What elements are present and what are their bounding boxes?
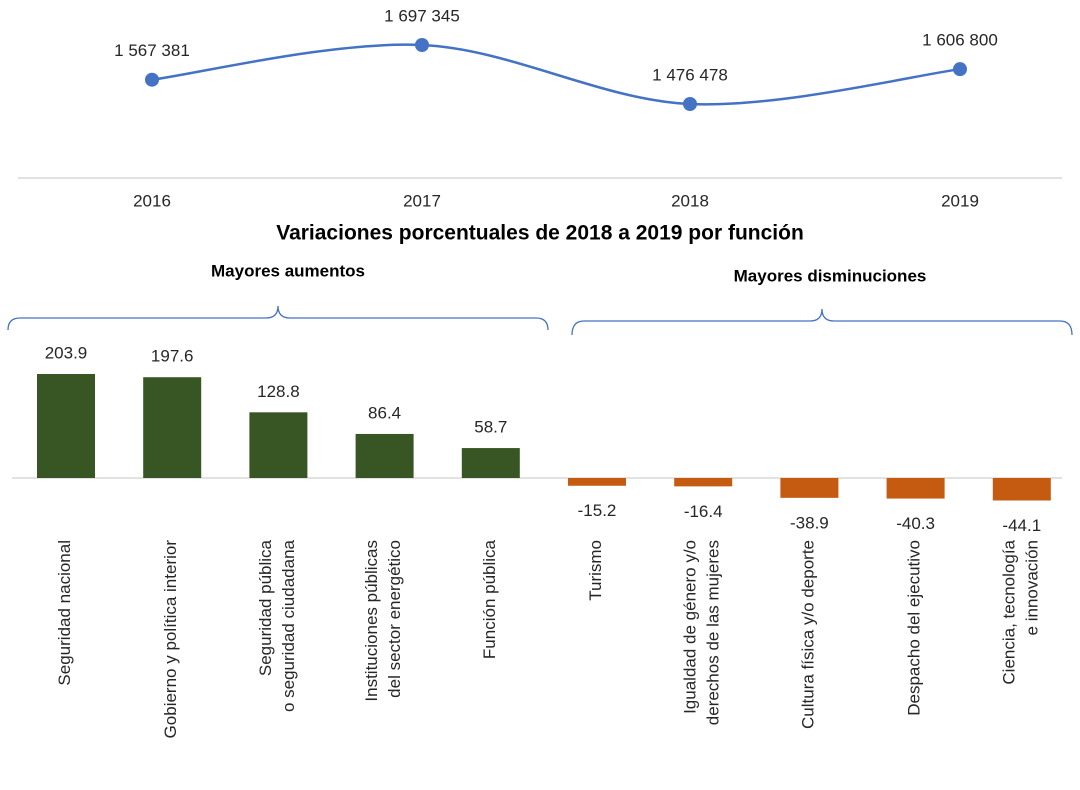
value-label: 58.7 xyxy=(474,418,507,437)
x-tick-label: Seguridad nacional xyxy=(55,540,74,686)
bar xyxy=(674,478,733,487)
value-label: 203.9 xyxy=(45,343,88,362)
brace xyxy=(7,305,549,331)
bar xyxy=(249,412,308,478)
group-label: Mayores disminuciones xyxy=(734,266,927,285)
point xyxy=(953,62,967,77)
x-tick-label: Función pública xyxy=(480,539,499,659)
bar xyxy=(992,478,1051,501)
value-label: 1 697 345 xyxy=(384,6,460,25)
bar xyxy=(355,433,414,478)
x-tick-label: Cultura física y/o deporte xyxy=(799,540,818,729)
value-label: -44.1 xyxy=(1002,516,1041,535)
bar xyxy=(780,478,839,498)
x-tick-label: Turismo xyxy=(586,540,605,601)
series-line xyxy=(151,43,961,106)
bar xyxy=(568,478,626,486)
value-label: -16.4 xyxy=(684,502,723,521)
x-tick-label: Despacho del ejecutivo xyxy=(905,540,924,716)
value-label: -15.2 xyxy=(578,501,617,520)
chart-title: Variaciones porcentuales de 2018 a 2019 … xyxy=(276,222,804,245)
value-label: 197.6 xyxy=(151,347,194,366)
bar xyxy=(886,478,945,499)
value-label: 1 606 800 xyxy=(922,31,998,50)
x-tick-label: Instituciones públicas del sector energét… xyxy=(363,540,405,702)
point xyxy=(415,38,429,52)
x-tick-label: 2019 xyxy=(941,191,979,210)
value-label: 86.4 xyxy=(368,403,401,422)
point xyxy=(145,72,159,87)
x-tick-label: Gobierno y política interior xyxy=(162,540,181,739)
x-tick-label: Seguridad pública o seguridad ciudadana xyxy=(256,539,298,712)
x-tick-label: Ciencia, tecnología e innovación xyxy=(1000,539,1042,684)
value-label: -38.9 xyxy=(790,513,829,532)
value-label: 1 476 478 xyxy=(652,65,728,84)
bar xyxy=(461,448,520,478)
x-tick-label: Igualdad de género y/o derechos de las mu… xyxy=(681,540,723,725)
brace xyxy=(571,308,1073,336)
point xyxy=(683,97,697,111)
x-tick-label: 2017 xyxy=(403,191,441,210)
value-label: 1 567 381 xyxy=(114,41,190,60)
value-label: -40.3 xyxy=(896,514,935,533)
bar xyxy=(143,377,202,478)
x-tick-label: 2018 xyxy=(671,191,709,210)
value-label: 128.8 xyxy=(257,382,300,401)
group-label: Mayores aumentos xyxy=(211,261,365,280)
bar xyxy=(37,374,95,478)
x-tick-label: 2016 xyxy=(133,191,171,210)
